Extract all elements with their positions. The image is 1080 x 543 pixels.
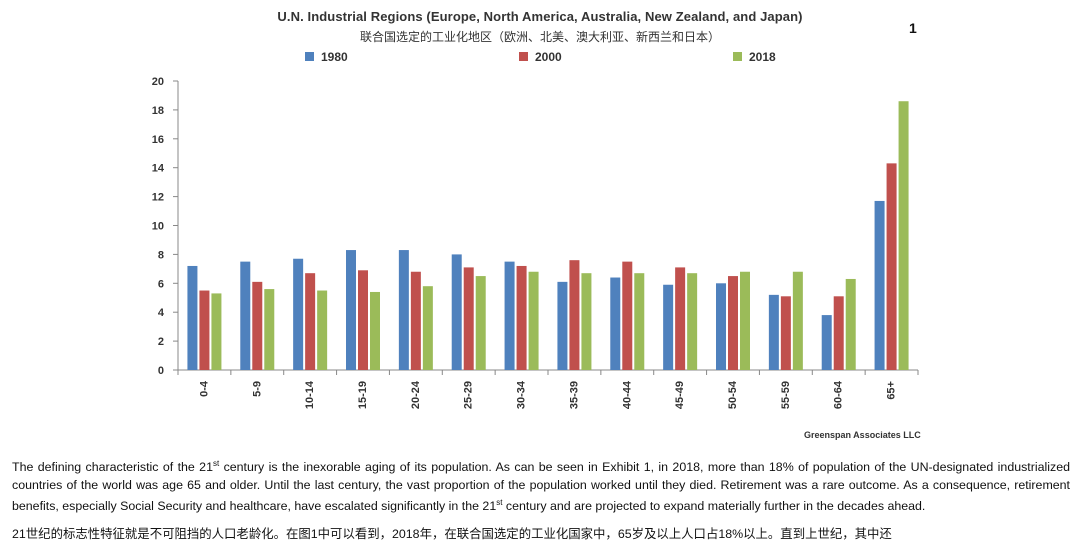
y-tick-label: 8	[158, 249, 164, 261]
body-paragraph: The defining characteristic of the 21st …	[12, 455, 1070, 515]
y-tick-label: 0	[158, 365, 164, 377]
bar-1980-15-19	[346, 250, 356, 370]
y-tick-label: 10	[152, 221, 164, 233]
ordinal-suffix-1: st	[212, 459, 220, 468]
x-tick-label: 10-14	[304, 380, 316, 409]
x-tick-label: 25-29	[463, 381, 475, 409]
y-tick-label: 4	[158, 307, 165, 319]
bar-2000-40-44	[622, 261, 633, 370]
y-tick-label: 6	[158, 278, 164, 290]
bar-2000-5-9	[252, 281, 263, 370]
bar-2000-45-49	[675, 267, 686, 370]
legend-item-2018: 2018	[733, 50, 776, 64]
paragraph-text-3: century and are projected to expand mate…	[502, 499, 926, 514]
exhibit-number: 1	[909, 20, 917, 36]
bar-1980-0-4	[187, 265, 198, 370]
bar-1980-10-14	[293, 258, 304, 370]
bar-2000-0-4	[199, 290, 210, 370]
bar-1980-40-44	[610, 277, 621, 370]
bar-2018-40-44	[634, 273, 645, 370]
x-tick-label: 35-39	[568, 381, 580, 409]
x-tick-label: 40-44	[621, 380, 633, 409]
y-tick-label: 2	[158, 336, 164, 348]
bar-1980-55-59	[768, 294, 779, 370]
bar-1980-5-9	[240, 261, 251, 370]
legend-item-1980: 1980	[305, 50, 348, 64]
bar-2000-25-29	[463, 267, 474, 370]
bar-1980-30-34	[504, 261, 515, 370]
bar-2000-60-64	[833, 296, 844, 370]
bar-1980-65+	[874, 200, 885, 370]
chart-title: U.N. Industrial Regions (Europe, North A…	[277, 9, 803, 24]
legend-swatch-2000	[519, 52, 528, 62]
y-tick-label: 16	[152, 134, 164, 146]
bar-1980-50-54	[716, 283, 726, 370]
y-tick-label: 20	[152, 76, 164, 88]
bar-2018-15-19	[370, 291, 380, 370]
legend-item-2000: 2000	[519, 50, 562, 64]
bar-2000-35-39	[569, 260, 580, 370]
bar-2018-30-34	[528, 271, 539, 370]
paragraph-text-2: century is the inexorable aging of its p…	[12, 460, 1071, 514]
ordinal-suffix-2: st	[496, 498, 503, 508]
x-tick-label: 60-64	[833, 380, 845, 409]
bar-2000-15-19	[358, 270, 368, 370]
bar-2000-50-54	[728, 276, 738, 370]
bar-1980-25-29	[451, 254, 462, 370]
bar-2018-60-64	[845, 278, 856, 370]
x-tick-label: 50-54	[727, 380, 739, 409]
bar-1980-35-39	[557, 281, 568, 370]
x-tick-label: 55-59	[780, 381, 792, 409]
paragraph-text-1: The defining characteristic of the 21	[12, 460, 213, 475]
x-tick-label: 20-24	[410, 380, 422, 409]
bar-2018-10-14	[317, 290, 328, 370]
x-tick-label: 30-34	[516, 380, 528, 409]
y-tick-label: 18	[152, 105, 164, 117]
bar-2000-55-59	[780, 296, 791, 370]
bar-2000-30-34	[516, 265, 527, 370]
bar-2018-0-4	[211, 293, 222, 370]
legend-label-2018: 2018	[749, 50, 776, 64]
x-tick-label: 45-49	[674, 381, 686, 409]
legend-label-2000: 2000	[535, 50, 562, 64]
legend-swatch-1980	[305, 52, 314, 62]
bar-2018-20-24	[422, 286, 433, 370]
bar-2018-45-49	[687, 273, 698, 370]
chart-subtitle: 联合国选定的工业化地区（欧洲、北美、澳大利亚、新西兰和日本）	[359, 30, 720, 44]
bar-chart: 0 2 4 6 8 10 12 14 16 18 20 0-4 5-9 10-14 15-19 20-24 25…	[152, 76, 919, 409]
bar-2018-5-9	[264, 289, 275, 370]
bar-2018-25-29	[475, 276, 486, 370]
bar-1980-20-24	[398, 250, 409, 370]
bar-2018-35-39	[581, 273, 592, 370]
chart-legend: 1980 2000 2018	[0, 50, 1080, 68]
bar-2018-65+	[898, 101, 909, 370]
bar-2000-65+	[886, 163, 897, 370]
x-tick-label: 15-19	[357, 381, 369, 409]
bar-1980-45-49	[663, 284, 674, 370]
body-paragraph-chinese: 21世纪的标志性特征就是不可阻挡的人口老龄化。在图1中可以看到，2018年，在联…	[12, 527, 892, 541]
x-tick-label: 0-4	[198, 380, 210, 397]
x-tick-label: 5-9	[251, 381, 263, 397]
legend-label-1980: 1980	[321, 50, 348, 64]
bar-2000-20-24	[410, 271, 421, 370]
source-credit: Greenspan Associates LLC	[804, 430, 921, 440]
bar-2018-50-54	[740, 271, 750, 370]
y-tick-label: 12	[152, 192, 164, 204]
legend-swatch-2018	[733, 52, 742, 62]
y-tick-label: 14	[152, 163, 165, 175]
bar-1980-60-64	[821, 315, 832, 370]
x-tick-label: 65+	[886, 381, 898, 400]
bar-2018-55-59	[792, 271, 803, 370]
bar-2000-10-14	[305, 273, 316, 370]
